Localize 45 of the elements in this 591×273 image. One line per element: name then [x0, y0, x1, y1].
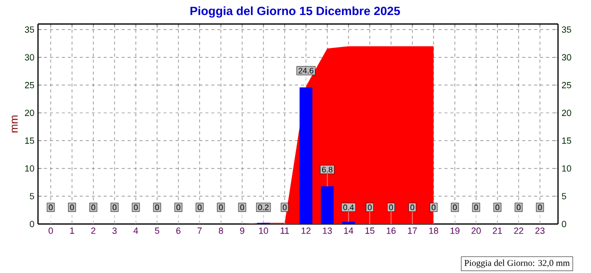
y2-tick-label: 5 [562, 193, 566, 200]
y-tick-label: 35 [24, 26, 34, 33]
y-tick-label: 20 [24, 110, 34, 116]
y2-tick-label: 20 [562, 110, 572, 116]
y2-tick-label: 25 [562, 82, 572, 88]
x-tick-label: 1 [70, 228, 74, 234]
y-tick-label: 0 [30, 220, 34, 228]
y2-tick-label: 10 [562, 165, 572, 172]
x-tick-label: 7 [198, 228, 202, 234]
x-tick-label: 23 [535, 228, 545, 234]
x-tick-label: 14 [344, 228, 354, 234]
x-tick-label: 18 [429, 228, 438, 234]
x-tick-label: 20 [472, 228, 481, 234]
y-tick-label: 15 [25, 138, 34, 144]
y-axis-title: mm [12, 116, 18, 132]
x-tick-label: 19 [450, 228, 460, 234]
x-tick-label: 11 [280, 228, 289, 234]
x-tick-label: 21 [492, 228, 502, 234]
y2-tick-label: 15 [562, 138, 572, 144]
x-tick-label: 0 [48, 228, 53, 234]
y2-tick-label: 35 [562, 26, 572, 33]
y-tick-label: 25 [24, 82, 34, 88]
x-tick-label: 6 [176, 228, 180, 234]
x-tick-label: 17 [408, 228, 417, 234]
y-tick-label: 5 [30, 193, 34, 200]
x-tick-label: 2 [91, 228, 96, 234]
bar [300, 87, 312, 224]
x-tick-label: 13 [322, 228, 332, 234]
x-tick-label: 8 [218, 228, 224, 234]
y2-tick-label: 30 [562, 54, 572, 61]
x-tick-label: 5 [154, 228, 160, 234]
x-tick-label: 10 [259, 228, 268, 234]
x-tick-label: 3 [112, 228, 117, 234]
y-tick-label: 30 [24, 54, 34, 61]
bar [320, 186, 334, 224]
chart-title: Pioggia del Giorno 15 Dicembre 2025 [190, 6, 400, 18]
x-tick-label: 9 [240, 228, 244, 234]
x-tick-label: 22 [514, 228, 524, 234]
x-tick-label: 16 [386, 228, 396, 234]
x-tick-label: 15 [365, 228, 374, 234]
x-tick-label: 12 [302, 228, 311, 234]
text: Pioggia del Giorno: 32,0 mm [464, 260, 570, 268]
x-tick-label: 4 [134, 228, 138, 234]
y-tick-label: 10 [25, 165, 34, 172]
y2-tick-label: 0 [562, 220, 566, 228]
